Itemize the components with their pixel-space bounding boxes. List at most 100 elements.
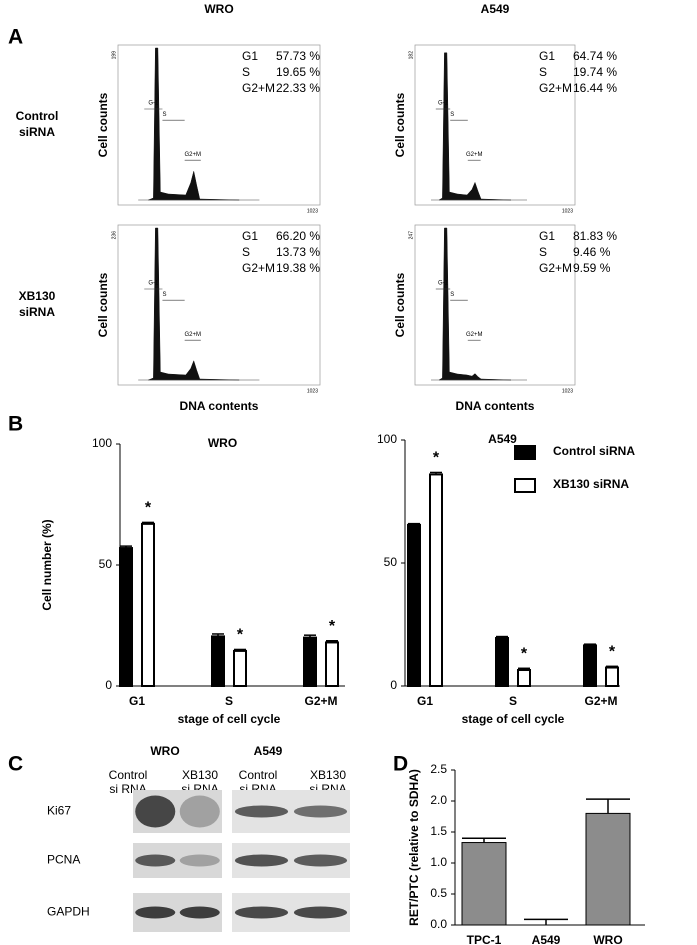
y-tick-label: 0	[105, 678, 112, 692]
blot-band	[179, 854, 220, 867]
blot-band	[135, 906, 176, 919]
y-axis-label: RET/PTC (relative to SDHA)	[407, 769, 421, 926]
phase-name: S	[539, 245, 547, 259]
histogram	[438, 227, 512, 381]
bar	[517, 669, 531, 688]
phase-name: G2+M	[242, 81, 275, 95]
plot-frame	[117, 44, 321, 206]
plot-frame	[414, 224, 576, 386]
protein-label: GAPDH	[47, 905, 90, 919]
gate-label: S	[162, 112, 166, 118]
significance: *	[433, 450, 440, 467]
x-axis-label: stage of cell cycle	[178, 712, 281, 726]
bar	[119, 547, 133, 687]
significance: *	[521, 646, 528, 663]
y-tick-label: 50	[99, 557, 113, 571]
bar	[605, 666, 619, 687]
x-axis-label: stage of cell cycle	[462, 712, 565, 726]
blot-band	[179, 906, 220, 919]
bar	[585, 812, 631, 926]
phase-value: 22.33 %	[276, 81, 320, 95]
row-label: XB130	[19, 289, 56, 303]
x-tick-label: S	[225, 694, 233, 708]
gate-label: G-1	[438, 281, 449, 287]
histogram	[438, 52, 512, 201]
protein-label: Ki67	[47, 804, 71, 818]
bar	[233, 649, 247, 687]
blot-title: WRO	[150, 744, 179, 758]
phase-value: 57.73 %	[276, 49, 320, 63]
gate-label: S	[162, 292, 166, 298]
significance: *	[609, 644, 616, 661]
x-axis-label: DNA contents	[180, 399, 259, 413]
phase-value: 64.74 %	[573, 49, 617, 63]
phase-value: 13.73 %	[276, 245, 320, 259]
phase-name: G2+M	[539, 261, 572, 275]
histogram	[148, 47, 240, 201]
y-tick-label: 0	[390, 678, 397, 692]
phase-value: 81.83 %	[573, 229, 617, 243]
x-tick-label: G2+M	[304, 694, 337, 708]
blot-band	[234, 805, 289, 818]
phase-value: 16.44 %	[573, 81, 617, 95]
gate-label: G2+M	[184, 152, 201, 158]
blot-band	[135, 795, 176, 828]
column-title: WRO	[204, 2, 233, 16]
phase-value: 66.20 %	[276, 229, 320, 243]
y-tick-label: 100	[377, 432, 397, 446]
blot-title: A549	[254, 744, 283, 758]
phase-name: G1	[242, 49, 258, 63]
lane-label: XB130	[182, 768, 218, 782]
x-axis-label: DNA contents	[456, 399, 535, 413]
legend-label: Control siRNA	[553, 444, 635, 458]
phase-name: G1	[242, 229, 258, 243]
bar	[211, 635, 225, 688]
y-max-label: 236	[111, 231, 117, 240]
blot-band	[234, 906, 289, 919]
gate-label: S	[450, 112, 454, 118]
x-tick-label: TPC-1	[467, 933, 502, 945]
protein-label: PCNA	[47, 853, 80, 867]
y-axis-label: Cell counts	[96, 92, 110, 157]
phase-name: G2+M	[242, 261, 275, 275]
plot-frame	[117, 224, 321, 386]
y-axis-label: Cell number (%)	[40, 519, 54, 610]
x-tick-label: WRO	[593, 933, 622, 945]
gate-label: G2+M	[466, 332, 483, 338]
lane-label: Control	[239, 768, 278, 782]
y-max-label: 247	[408, 231, 414, 240]
phase-value: 19.38 %	[276, 261, 320, 275]
y-axis-label: Cell counts	[393, 92, 407, 157]
x-tick-label: G2+M	[584, 694, 617, 708]
gate-label: G-1	[148, 101, 159, 107]
phase-name: S	[539, 65, 547, 79]
y-max-label: 182	[408, 51, 414, 60]
gate-label: G2+M	[184, 332, 201, 338]
row-label: Control	[16, 109, 59, 123]
blot-band	[293, 805, 348, 818]
phase-value: 9.59 %	[573, 261, 611, 275]
phase-name: S	[242, 65, 250, 79]
phase-value: 19.74 %	[573, 65, 617, 79]
bar	[583, 644, 597, 687]
gate-label: G-1	[438, 101, 449, 107]
phase-name: S	[242, 245, 250, 259]
gate-label: S	[450, 292, 454, 298]
y-tick-label: 2.0	[430, 793, 447, 807]
y-tick-label: 0.0	[430, 917, 447, 931]
blot-band	[135, 854, 176, 867]
y-tick-label: 2.5	[430, 762, 447, 776]
phase-name: G1	[539, 49, 555, 63]
blot-band	[293, 906, 348, 919]
chart-title: WRO	[208, 436, 237, 450]
bar	[407, 523, 421, 687]
x-max-label: 1023	[307, 388, 318, 394]
significance: *	[145, 500, 152, 517]
blot-band	[179, 795, 220, 828]
panel-label: B	[8, 413, 23, 436]
significance: *	[237, 627, 244, 644]
blot-band	[293, 854, 348, 867]
bar	[495, 637, 509, 688]
y-tick-label: 1.0	[430, 855, 447, 869]
